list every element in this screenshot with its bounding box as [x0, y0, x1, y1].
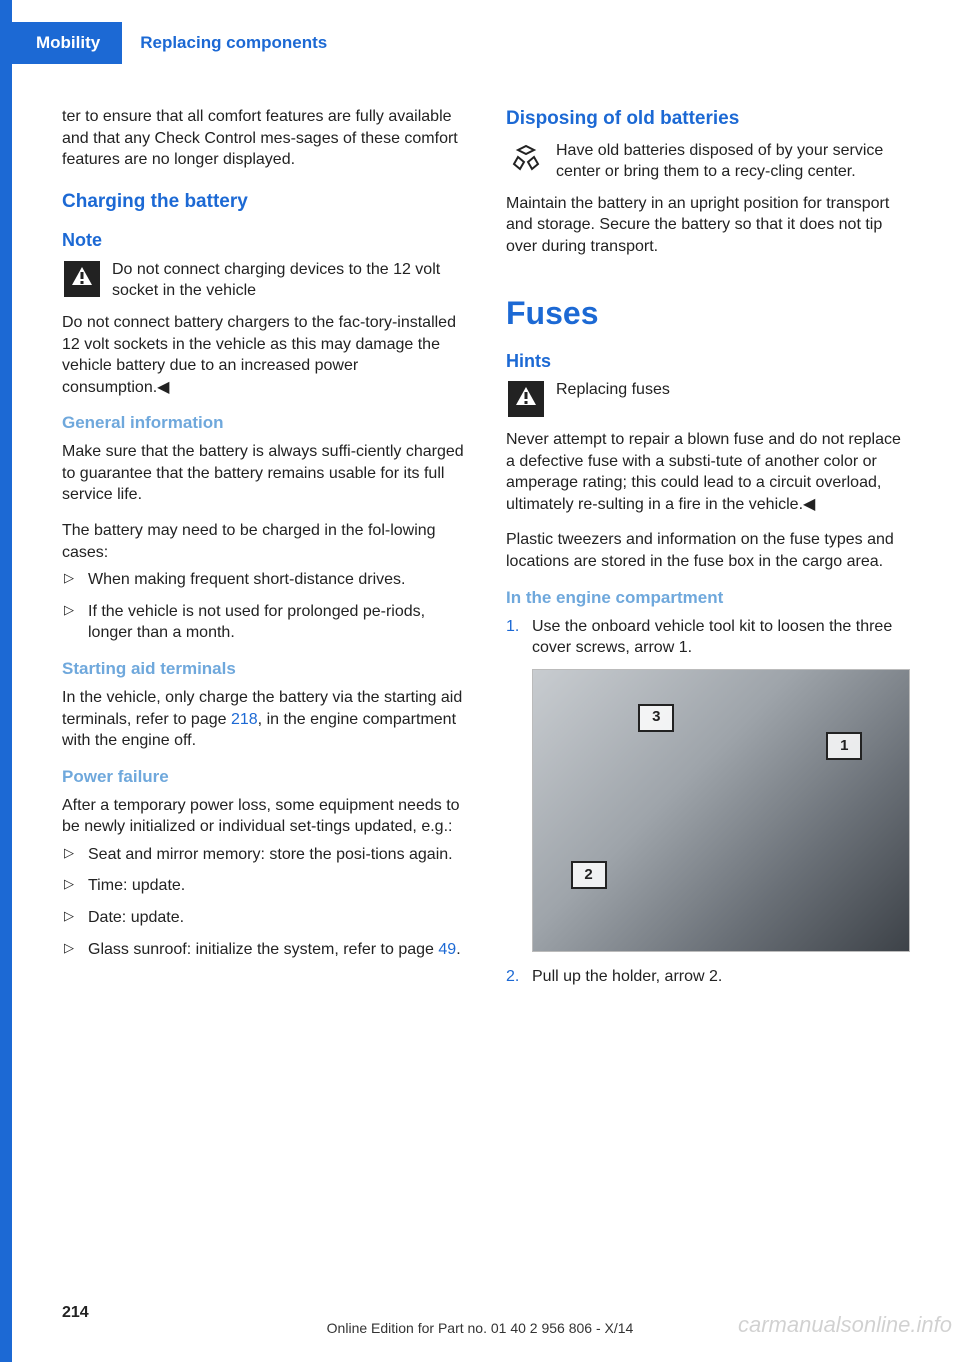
disposing-body: Maintain the battery in an upright posit…: [506, 193, 910, 258]
intro-text: ter to ensure that all comfort features …: [62, 106, 466, 171]
heading-disposing: Disposing of old batteries: [506, 106, 910, 132]
hints-callout-body: Never attempt to repair a blown fuse and…: [506, 429, 910, 515]
hints-callout-title: Replacing fuses: [556, 379, 910, 401]
list-item: Time: update.: [62, 875, 466, 897]
disposing-callout-text: Have old batteries disposed of by your s…: [556, 140, 910, 183]
heading-power-failure: Power failure: [62, 766, 466, 789]
left-blue-bar: [0, 0, 12, 1362]
photo-label-3: 3: [638, 704, 674, 732]
warning-square-icon: [506, 379, 546, 419]
warning-square-icon: [62, 259, 102, 299]
starting-aid-body: In the vehicle, only charge the battery …: [62, 687, 466, 752]
heading-charging: Charging the battery: [62, 189, 466, 215]
list-item: Seat and mirror memory: store the posi‐t…: [62, 844, 466, 866]
photo-label-1: 1: [826, 732, 862, 760]
heading-fuses: Fuses: [506, 292, 910, 335]
power-last-pre: Glass sunroof: initialize the system, re…: [88, 941, 438, 958]
watermark: carmanualsonline.info: [738, 1310, 952, 1340]
recycle-icon: [506, 140, 546, 180]
page-ref-218[interactable]: 218: [231, 711, 258, 728]
power-last-post: .: [456, 941, 460, 958]
page-header: Mobility Replacing components: [0, 22, 960, 64]
power-list: Seat and mirror memory: store the posi‐t…: [62, 844, 466, 960]
engine-step1-text: Use the onboard vehicle tool kit to loos…: [532, 618, 892, 657]
power-failure-body: After a temporary power loss, some equip…: [62, 795, 466, 838]
photo-label-2: 2: [571, 861, 607, 889]
list-item: Glass sunroof: initialize the system, re…: [62, 939, 466, 961]
left-column: ter to ensure that all comfort features …: [62, 106, 466, 1002]
general-p2: The battery may need to be charged in th…: [62, 520, 466, 563]
engine-steps: Use the onboard vehicle tool kit to loos…: [506, 616, 910, 988]
page-ref-49[interactable]: 49: [438, 941, 456, 958]
note-body: Do not connect battery chargers to the f…: [62, 312, 466, 398]
note-callout-text: Do not connect charging devices to the 1…: [112, 259, 466, 302]
list-item: If the vehicle is not used for prolonged…: [62, 601, 466, 644]
right-column: Disposing of old batteries Have old batt…: [506, 106, 910, 1002]
heading-engine-compartment: In the engine compartment: [506, 587, 910, 610]
hints-callout: Replacing fuses: [506, 379, 910, 419]
header-tab: Mobility: [0, 22, 122, 64]
heading-hints: Hints: [506, 349, 910, 373]
list-item: Date: update.: [62, 907, 466, 929]
general-p1: Make sure that the battery is always suf…: [62, 441, 466, 506]
hints-body: Plastic tweezers and information on the …: [506, 529, 910, 572]
note-callout: Do not connect charging devices to the 1…: [62, 259, 466, 302]
header-section: Replacing components: [122, 22, 345, 64]
list-item: Use the onboard vehicle tool kit to loos…: [506, 616, 910, 953]
heading-note: Note: [62, 228, 466, 252]
list-item: When making frequent short-distance driv…: [62, 569, 466, 591]
content-columns: ter to ensure that all comfort features …: [62, 106, 910, 1002]
disposing-callout: Have old batteries disposed of by your s…: [506, 140, 910, 183]
list-item: Pull up the holder, arrow 2.: [506, 966, 910, 988]
general-list: When making frequent short-distance driv…: [62, 569, 466, 644]
heading-starting-aid: Starting aid terminals: [62, 658, 466, 681]
heading-general-info: General information: [62, 412, 466, 435]
engine-photo: 1 2 3: [532, 669, 910, 953]
